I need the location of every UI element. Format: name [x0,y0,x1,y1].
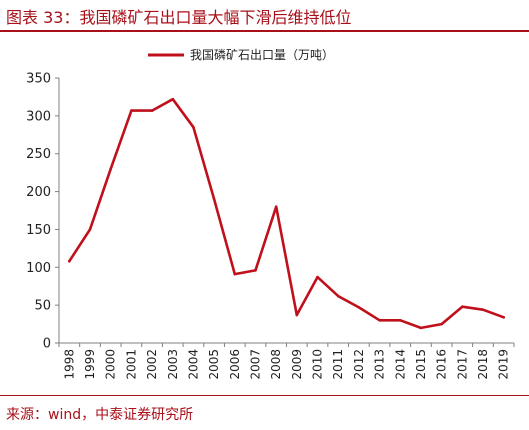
data-point [130,109,133,112]
data-point [502,316,506,319]
data-point [192,125,195,129]
x-tick-label: 2006 [228,349,242,380]
data-point [233,272,237,276]
data-point [274,205,278,208]
x-axis: 1998 1999 2000 2001 2002 2003 2004 2005 2006 2007… [58,342,515,380]
data-point [212,197,216,201]
y-tick-label: 200 [26,185,51,200]
legend: 我国磷矿石出口量（万吨） [148,47,334,62]
y-tick-label: 150 [26,223,51,238]
x-tick-label: 2013 [373,349,387,380]
series-layer [68,97,506,330]
series-line [68,97,506,330]
y-tick-label: 250 [26,147,51,162]
x-tick-label: 2004 [186,349,200,380]
x-tick-label: 2011 [331,349,345,380]
y-axis: 0 50 100 150 200 250 300 350 [26,72,60,352]
x-tick-label: 2000 [104,349,118,380]
data-point [481,308,485,312]
x-tick-label: 2008 [269,349,283,380]
x-tick-label: 2002 [145,349,159,380]
figure-title: 图表 33：我国磷矿石出口量大幅下滑后维持低位 [6,8,352,27]
data-point [378,319,381,322]
data-point [461,305,464,309]
data-point [254,269,257,272]
x-tick-label: 2017 [455,349,469,380]
x-tick-label: 2015 [414,349,428,380]
data-point [357,306,361,309]
data-point [109,167,112,171]
y-tick-label: 300 [26,109,51,124]
source-note: 来源：wind，中泰证券研究所 [6,407,194,423]
data-point [150,109,154,112]
x-tick-label: 1998 [62,349,76,380]
source-divider [0,395,529,396]
x-tick-label: 2001 [124,349,138,380]
data-point [419,326,423,330]
data-point [88,228,92,231]
x-tick-label: 2010 [311,349,325,380]
y-tick-label: 0 [43,337,51,352]
data-point [336,294,340,298]
x-tick-label: 2019 [497,349,511,380]
x-tick-label: 2003 [166,349,180,380]
x-tick-label: 2005 [207,349,221,380]
data-point [171,97,175,101]
data-point [295,313,299,317]
data-point [399,319,402,322]
legend-label: 我国磷矿石出口量（万吨） [190,47,334,62]
x-tick-label: 1999 [83,349,97,380]
y-tick-label: 100 [26,261,51,276]
x-tick-label: 2016 [435,349,449,380]
x-tick-label: 2009 [290,349,304,380]
x-tick-label: 2012 [352,349,366,380]
data-point [68,259,71,263]
x-tick-label: 2007 [248,349,262,380]
data-point [316,275,319,279]
x-tick-label: 2014 [393,349,407,380]
x-tick-label: 2018 [476,349,490,380]
data-point [440,322,443,326]
y-tick-label: 350 [26,72,51,87]
title-divider [0,30,529,32]
y-tick-label: 50 [34,299,51,314]
